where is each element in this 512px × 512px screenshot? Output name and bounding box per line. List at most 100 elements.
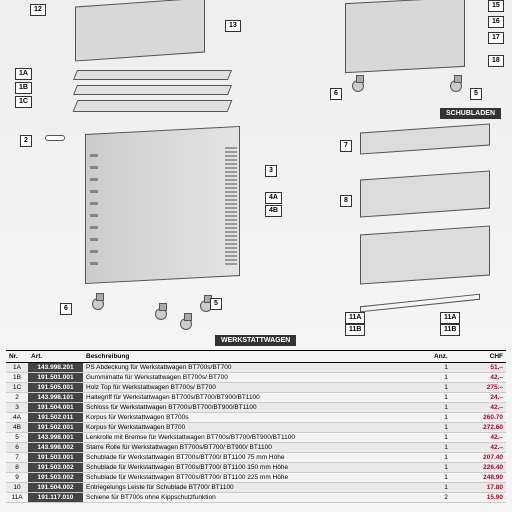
callout-8: 8 <box>340 195 352 207</box>
callout-11b: 11B <box>345 324 365 336</box>
cell-art: 191.503.001 <box>28 453 83 463</box>
callout-5: 5 <box>210 298 222 310</box>
banner-werkstattwagen: WERKSTATTWAGEN <box>215 335 296 346</box>
table-row: 1B191.501.001Gummimatte für Werkstattwag… <box>6 373 506 383</box>
callout-6r: 6 <box>330 88 342 100</box>
callout-15: 15 <box>488 0 504 12</box>
callout-1a: 1A <box>15 68 32 80</box>
cell-anz: 1 <box>431 463 461 473</box>
caster-icon <box>180 318 192 330</box>
cell-nr: 11A <box>6 493 28 503</box>
banner-schubladen: SCHUBLADEN <box>440 108 501 119</box>
cell-anz: 1 <box>431 433 461 443</box>
cell-chf: 260.70 <box>461 413 506 423</box>
callout-4b: 4B <box>265 205 282 217</box>
cell-chf: 42.– <box>461 403 506 413</box>
cell-chf: 51.– <box>461 363 506 373</box>
col-art: Art. <box>28 351 83 363</box>
cell-anz: 1 <box>431 383 461 393</box>
cell-art: 191.502.001 <box>28 423 83 433</box>
caster-icon <box>155 308 167 320</box>
cell-art: 191.501.001 <box>28 373 83 383</box>
cell-art: 191.504.002 <box>28 483 83 493</box>
cell-nr: 8 <box>6 463 28 473</box>
cell-chf: 275.– <box>461 383 506 393</box>
cabinet-top <box>75 0 205 62</box>
exploded-diagram: 12 13 15 16 17 18 6 5 1A 1B 1C 2 3 4A 4B… <box>0 0 512 350</box>
col-chf: CHF <box>461 351 506 363</box>
cell-art: 191.502.011 <box>28 413 83 423</box>
callout-6: 6 <box>60 303 72 315</box>
cell-anz: 1 <box>431 443 461 453</box>
cell-nr: 10 <box>6 483 28 493</box>
cell-nr: 1C <box>6 383 28 393</box>
table-row: 7191.503.001Schublade für Werkstattwagen… <box>6 453 506 463</box>
callout-12: 12 <box>30 4 46 16</box>
cell-desc: Holz Top für Werkstattwagen BT700s/ BT70… <box>83 383 431 393</box>
table-row: 1C191.505.001Holz Top für Werkstattwagen… <box>6 383 506 393</box>
cell-desc: Schublade für Werkstattwagen BT700s/BT70… <box>83 453 431 463</box>
cell-anz: 1 <box>431 483 461 493</box>
top-cover <box>73 70 232 80</box>
table-row: 9191.503.002Schublade für Werkstattwagen… <box>6 473 506 483</box>
table-row: 4A191.502.011Korpus für Werkstattwagen B… <box>6 413 506 423</box>
cell-chf: 42.– <box>461 443 506 453</box>
cell-chf: 226.40 <box>461 463 506 473</box>
cell-desc: Haltegriff für Werkstattwagen BT700s/BT7… <box>83 393 431 403</box>
cell-nr: 1A <box>6 363 28 373</box>
callout-1b: 1B <box>15 82 32 94</box>
cell-desc: PS Abdeckung für Werkstattwagen BT700s/B… <box>83 363 431 373</box>
cell-anz: 2 <box>431 493 461 503</box>
table-row: 5143.998.001Lenkrolle mit Bremse für Wer… <box>6 433 506 443</box>
col-nr: Nr. <box>6 351 28 363</box>
table-row: 4B191.502.001Korpus für Werkstattwagen B… <box>6 423 506 433</box>
cell-chf: 17.80 <box>461 483 506 493</box>
callout-11br: 11B <box>440 324 460 336</box>
callout-3: 3 <box>265 165 277 177</box>
table-row: 8191.503.002Schublade für Werkstattwagen… <box>6 463 506 473</box>
cell-anz: 1 <box>431 473 461 483</box>
table-row: 2143.998.101Haltegriff für Werkstattwage… <box>6 393 506 403</box>
cell-desc: Schiene für BT700s ohne Kippschutzfunkti… <box>83 493 431 503</box>
cell-art: 143.998.002 <box>28 443 83 453</box>
parts-table: Nr. Art. Beschreibung Anz. CHF 1A143.998… <box>6 350 506 503</box>
cell-nr: 1B <box>6 373 28 383</box>
cell-chf: 24.– <box>461 393 506 403</box>
callout-16: 16 <box>488 16 504 28</box>
cell-art: 191.503.002 <box>28 463 83 473</box>
table-row: 1A143.998.201PS Abdeckung für Werkstattw… <box>6 363 506 373</box>
cell-anz: 1 <box>431 373 461 383</box>
cell-art: 143.998.001 <box>28 433 83 443</box>
cell-chf: 15.90 <box>461 493 506 503</box>
cell-chf: 248.90 <box>461 473 506 483</box>
cell-chf: 42.– <box>461 433 506 443</box>
col-desc: Beschreibung <box>83 351 431 363</box>
cell-nr: 7 <box>6 453 28 463</box>
cell-anz: 1 <box>431 363 461 373</box>
cell-desc: Lenkrolle mit Bremse für Werkstattwagen … <box>83 433 431 443</box>
callout-13: 13 <box>225 20 241 32</box>
cell-anz: 1 <box>431 413 461 423</box>
cell-anz: 1 <box>431 453 461 463</box>
cell-art: 191.504.001 <box>28 403 83 413</box>
cell-nr: 4B <box>6 423 28 433</box>
cell-desc: Schublade für Werkstattwagen BT700s/BT70… <box>83 463 431 473</box>
cell-nr: 4A <box>6 413 28 423</box>
rail-dots <box>90 145 98 265</box>
callout-1c: 1C <box>15 96 32 108</box>
cell-desc: Korpus für Werkstattwagen BT700 <box>83 423 431 433</box>
perforated-panel <box>225 145 237 265</box>
table-row: 6143.998.002Starre Rolle für Werkstattwa… <box>6 443 506 453</box>
cell-art: 191.503.002 <box>28 473 83 483</box>
callout-4a: 4A <box>265 192 282 204</box>
table-row: 10191.504.002Entriegelungs Leiste für Sc… <box>6 483 506 493</box>
parts-table-wrap: Nr. Art. Beschreibung Anz. CHF 1A143.998… <box>0 350 512 503</box>
callout-18: 18 <box>488 55 504 67</box>
drawer-75 <box>360 123 490 154</box>
cell-art: 143.998.101 <box>28 393 83 403</box>
caster-icon <box>450 80 462 92</box>
cell-nr: 2 <box>6 393 28 403</box>
cell-desc: Korpus für Werkstattwagen BT700s <box>83 413 431 423</box>
handle <box>45 135 65 141</box>
cell-nr: 9 <box>6 473 28 483</box>
